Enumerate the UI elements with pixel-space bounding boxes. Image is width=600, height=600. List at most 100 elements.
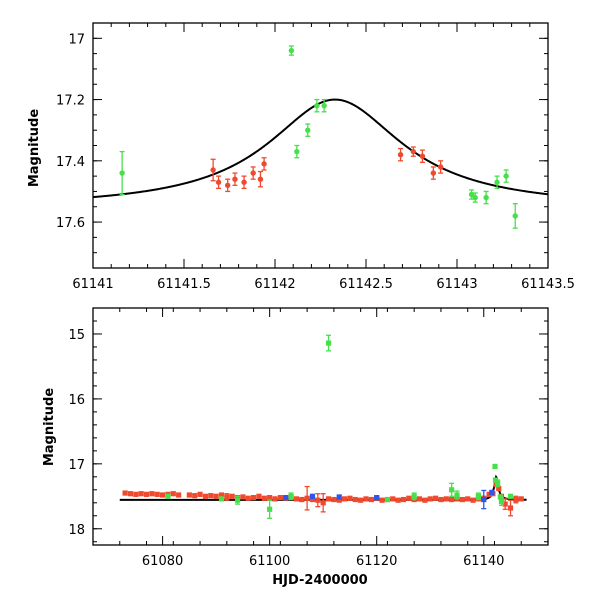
x-tick-label: 61120 <box>356 554 397 569</box>
data-point <box>406 495 412 501</box>
data-point <box>229 493 235 499</box>
data-point <box>210 167 216 173</box>
data-point <box>197 491 203 497</box>
data-point <box>470 497 476 503</box>
bottom-x-axis-label: HJD-2400000 <box>272 573 367 588</box>
data-point <box>341 496 348 502</box>
data-point <box>496 485 502 492</box>
data-point <box>437 164 444 170</box>
bottom-x-axis: 61080 61100 61120 61140 <box>92 308 549 569</box>
data-point <box>419 153 426 159</box>
series-blue <box>283 489 495 510</box>
top-plot-frame <box>92 22 549 269</box>
x-tick-label: 61080 <box>142 554 183 569</box>
x-tick-label: 61143 <box>436 277 477 292</box>
data-point <box>321 102 327 109</box>
data-point <box>336 497 342 503</box>
y-tick-label: 17 <box>68 458 85 473</box>
data-point <box>309 493 316 499</box>
top-panel: 61141 61141.5 61142 61142.5 61143 61143.5 171… <box>27 22 575 292</box>
data-point <box>143 491 150 497</box>
data-point <box>240 494 246 500</box>
x-tick-label: 61142.5 <box>339 277 393 292</box>
bottom-data-points <box>122 334 524 520</box>
data-point <box>512 213 518 219</box>
data-point <box>224 494 230 500</box>
y-tick-label: 15 <box>68 328 85 343</box>
y-tick-label: 17.6 <box>56 216 85 231</box>
data-point <box>410 148 417 155</box>
data-point <box>192 493 198 499</box>
data-point <box>395 497 401 503</box>
y-tick-label: 17.2 <box>56 94 85 109</box>
y-tick-label: 18 <box>68 523 85 538</box>
data-point <box>486 491 492 497</box>
data-point <box>122 490 128 496</box>
top-x-axis: 61141 61141.5 61142 61142.5 61143 61143.5 <box>72 23 575 292</box>
data-point <box>331 496 337 503</box>
data-point <box>459 496 465 503</box>
data-point <box>138 491 144 497</box>
data-point <box>256 493 262 499</box>
data-point <box>133 491 139 497</box>
top-y-axis-label: Magnitude <box>27 109 42 188</box>
data-point <box>503 173 509 179</box>
data-point <box>483 194 489 201</box>
data-point <box>368 496 374 503</box>
data-point <box>449 487 455 493</box>
data-point <box>465 496 471 502</box>
data-point <box>176 492 182 498</box>
data-point <box>267 506 273 512</box>
data-point <box>481 496 487 503</box>
data-point <box>315 497 321 503</box>
data-point <box>390 496 396 502</box>
data-point <box>288 493 294 499</box>
data-point <box>384 496 391 503</box>
data-point <box>397 151 404 158</box>
data-point <box>293 496 300 502</box>
data-point <box>438 496 444 503</box>
bottom-y-axis: 15 16 17 18 <box>68 307 548 543</box>
y-tick-label: 17.4 <box>56 155 85 170</box>
data-point <box>299 496 305 503</box>
data-point <box>304 495 310 501</box>
bottom-plot-frame <box>92 307 549 546</box>
data-point <box>495 480 501 486</box>
data-point <box>119 170 125 176</box>
data-point <box>507 493 514 499</box>
data-point <box>154 491 160 497</box>
data-point <box>159 492 166 498</box>
series-green <box>165 334 514 520</box>
data-point <box>352 496 358 503</box>
data-point <box>218 492 225 498</box>
data-point <box>127 491 134 497</box>
data-point <box>475 493 482 499</box>
data-point <box>400 496 407 503</box>
bottom-y-axis-label: Magnitude <box>42 388 57 467</box>
data-point <box>494 179 500 185</box>
data-point <box>336 494 342 500</box>
data-point <box>411 493 417 499</box>
top-data-points <box>119 45 518 229</box>
data-point <box>250 495 257 501</box>
data-point <box>218 496 225 502</box>
data-point <box>250 170 256 176</box>
data-point <box>374 495 380 501</box>
data-point <box>305 127 311 133</box>
data-point <box>283 495 289 501</box>
data-point <box>215 179 222 185</box>
data-point <box>208 493 214 499</box>
series-green <box>119 45 518 229</box>
data-point <box>245 495 251 501</box>
data-point <box>267 495 273 501</box>
data-point <box>513 496 519 503</box>
model-curve-line <box>92 98 549 199</box>
data-point <box>261 161 267 167</box>
data-point <box>288 47 295 54</box>
top-model-curve <box>92 98 549 199</box>
data-point <box>241 179 247 185</box>
data-point <box>165 493 171 499</box>
data-point <box>498 498 505 505</box>
